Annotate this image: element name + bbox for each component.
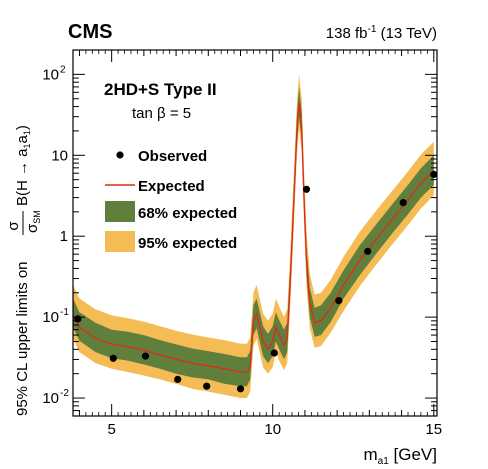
observed-point bbox=[203, 382, 211, 390]
y-label-frac-den: σ bbox=[24, 223, 41, 233]
y-tick-label: 1 bbox=[60, 228, 68, 245]
plot-frame bbox=[72, 49, 438, 417]
lumi-value: 138 bbox=[326, 25, 351, 42]
observed-point bbox=[302, 185, 311, 193]
x-axis-label: ma1 [GeV] bbox=[364, 445, 438, 467]
tanbeta-value: 5 bbox=[183, 105, 191, 122]
y-label-close: ) bbox=[14, 125, 31, 130]
legend-observed-label: Observed bbox=[138, 148, 207, 165]
observed-point bbox=[364, 247, 372, 255]
y-label-sub1: 1 bbox=[22, 143, 32, 148]
svg-text:B(H → a1a1): B(H → a1a1) bbox=[14, 125, 32, 206]
model-label: 2HD+S Type II bbox=[104, 80, 217, 99]
y-label-frac-num: σ bbox=[5, 221, 22, 231]
observed-point bbox=[335, 297, 343, 305]
svg-text:95% CL upper limits on: 95% CL upper limits on bbox=[14, 261, 31, 416]
y-tick-label: 10 bbox=[42, 309, 59, 326]
observed-point bbox=[236, 385, 245, 393]
y-tick-exponent: 2 bbox=[60, 64, 66, 75]
y-axis-label: 95% CL upper limits on σ σSM B(H → a1a1) bbox=[5, 125, 42, 416]
legend-95-label: 95% expected bbox=[138, 235, 237, 252]
y-label-frac-den-sub: SM bbox=[32, 210, 42, 224]
legend: Observed Expected 68% expected 95% expec… bbox=[105, 148, 237, 252]
svg-text:σ: σ bbox=[5, 221, 22, 231]
legend-68-label: 68% expected bbox=[138, 205, 237, 222]
y-tick-label: 10 bbox=[42, 390, 59, 407]
y-tick-exponent: -2 bbox=[60, 388, 69, 399]
lumi-unit: fb bbox=[355, 25, 368, 42]
x-tick-label: 5 bbox=[107, 421, 115, 438]
observed-point bbox=[399, 199, 407, 207]
tanbeta-label: tan β = 5 bbox=[132, 105, 191, 122]
svg-text:σSM: σSM bbox=[24, 210, 42, 233]
lumi-exponent: -1 bbox=[368, 24, 377, 35]
observed-point bbox=[74, 315, 82, 323]
y-label-sub2: 1 bbox=[22, 130, 32, 135]
y-label-mid: a bbox=[14, 134, 31, 143]
tanbeta-prefix: tan β = bbox=[132, 105, 183, 122]
experiment-label: CMS bbox=[68, 21, 112, 43]
x-tick-label: 10 bbox=[264, 421, 281, 438]
y-tick-label: 10 bbox=[51, 147, 68, 164]
legend-95-swatch bbox=[105, 231, 135, 252]
observed-point bbox=[270, 349, 278, 357]
observed-point bbox=[174, 375, 182, 383]
observed-point bbox=[141, 352, 150, 360]
x-axis-label-symbol: m bbox=[364, 445, 378, 464]
y-tick-label: 10 bbox=[42, 66, 59, 83]
legend-observed-marker bbox=[116, 151, 124, 159]
observed-point bbox=[430, 170, 438, 178]
legend-68-swatch bbox=[105, 201, 135, 222]
energy-label: (13 TeV) bbox=[381, 25, 437, 42]
x-axis-label-unit: [GeV] bbox=[394, 445, 437, 464]
legend-expected-label: Expected bbox=[138, 178, 205, 195]
luminosity-label: 138 fb-1 (13 TeV) bbox=[326, 24, 437, 42]
expected-line bbox=[72, 102, 435, 373]
y-label-suffix: B(H → a bbox=[14, 148, 31, 206]
x-axis-label-sub: a1 bbox=[378, 456, 390, 467]
observed-point bbox=[109, 354, 117, 362]
x-tick-label: 15 bbox=[425, 421, 442, 438]
y-tick-exponent: -1 bbox=[60, 307, 69, 318]
y-label-prefix: 95% CL upper limits on bbox=[14, 261, 31, 416]
